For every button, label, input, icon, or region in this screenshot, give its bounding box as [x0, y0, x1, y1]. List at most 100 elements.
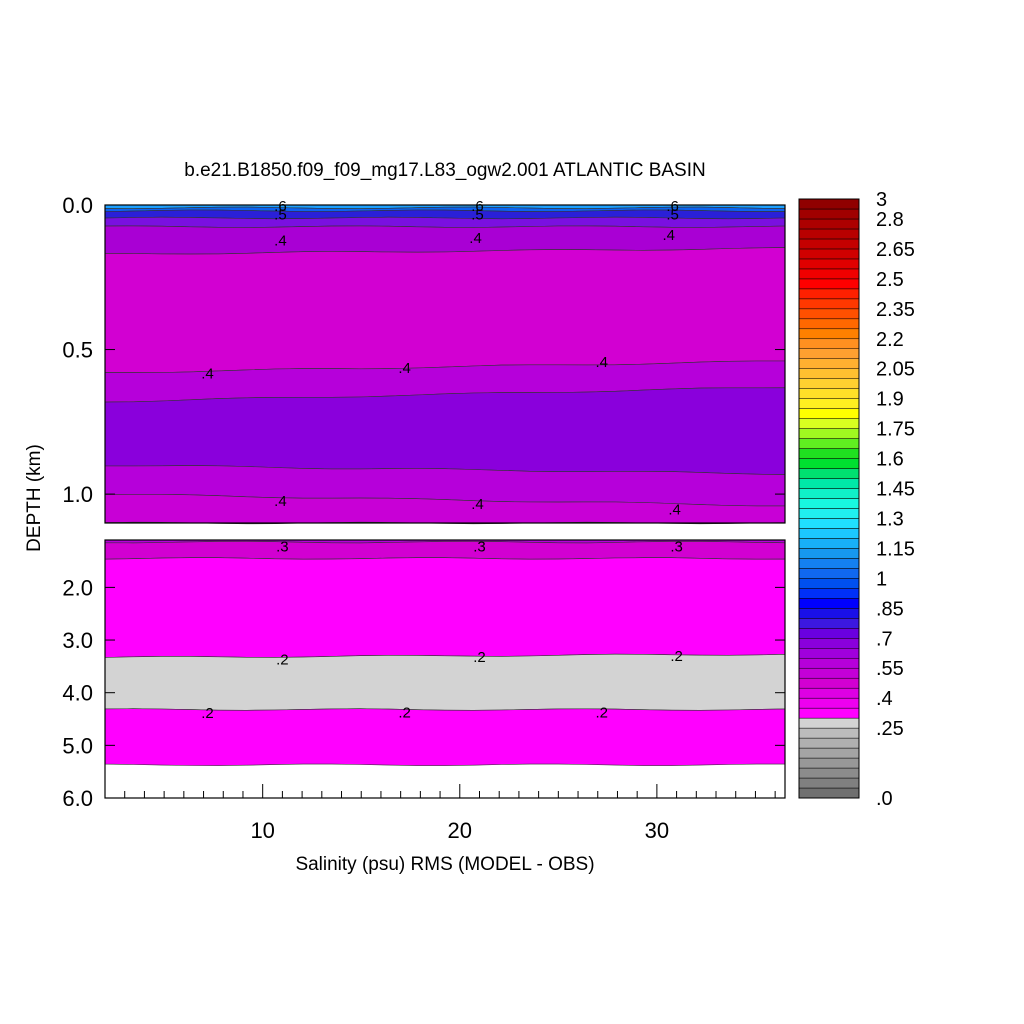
- contour-band: [104, 557, 786, 658]
- contour-label: .6: [666, 198, 679, 215]
- contour-label: .2: [398, 705, 411, 722]
- contour-label: .2: [201, 705, 214, 722]
- contour-label: .5: [666, 207, 679, 224]
- colorbar-swatch: [798, 418, 860, 429]
- colorbar-swatch: [798, 568, 860, 579]
- contour-label: .4: [274, 233, 287, 250]
- colorbar-swatch: [798, 767, 860, 779]
- colorbar-swatch: [798, 638, 860, 649]
- panel-frame: [104, 204, 786, 524]
- colorbar-frame: [798, 198, 860, 799]
- contour-label: .2: [276, 651, 289, 668]
- colorbar-swatch: [798, 757, 860, 769]
- colorbar-label: 1.75: [876, 419, 915, 441]
- colorbar-swatch: [798, 328, 860, 340]
- colorbar-label: 1.6: [876, 449, 904, 471]
- colorbar-swatch: [798, 318, 860, 330]
- colorbar-label: 1.3: [876, 508, 904, 530]
- colorbar-swatch: [798, 578, 860, 589]
- colorbar-swatch: [798, 677, 860, 689]
- colorbar-swatch: [798, 438, 860, 449]
- contour-label: .4: [398, 360, 411, 377]
- panel-frame: [104, 539, 786, 799]
- contour-label: .3: [473, 538, 486, 555]
- x-axis: 10 20 30: [124, 784, 776, 843]
- contour-label: .4: [595, 354, 608, 371]
- contour-label: .6: [274, 198, 287, 215]
- colorbar-swatch: [798, 667, 860, 679]
- colorbar-swatch: [798, 218, 860, 230]
- colorbar-label: .55: [876, 658, 904, 680]
- contour-band: [104, 387, 786, 475]
- x-axis-label: Salinity (psu) RMS (MODEL - OBS): [295, 854, 594, 875]
- colorbar-label: 1: [876, 568, 887, 590]
- contour-label: .4: [201, 366, 214, 383]
- colorbar-swatch: [798, 258, 860, 270]
- colorbar-swatch: [798, 468, 860, 479]
- colorbar-label: 2.8: [876, 209, 904, 231]
- contour-label: .3: [276, 538, 289, 555]
- contour-band: [104, 216, 786, 228]
- colorbar-swatch: [798, 548, 860, 559]
- colorbar-swatch: [798, 657, 860, 669]
- colorbar-swatch: [798, 747, 860, 759]
- colorbar-label: 2.65: [876, 239, 915, 261]
- colorbar-swatch: [798, 717, 860, 729]
- colorbar-swatch: [798, 727, 860, 739]
- colorbar-swatch: [798, 508, 860, 519]
- colorbar-swatch: [798, 278, 860, 290]
- colorbar-label: 2.05: [876, 359, 915, 381]
- colorbar-swatch: [798, 687, 860, 699]
- colorbar-swatch: [798, 538, 860, 549]
- x-tick-label: 10: [250, 818, 274, 843]
- colorbar-swatch: [798, 518, 860, 529]
- colorbar-swatch: [798, 588, 860, 599]
- colorbar-swatch: [798, 408, 860, 419]
- colorbar-label: .25: [876, 718, 904, 740]
- contour-label: .4: [469, 230, 482, 247]
- colorbar-swatch: [798, 648, 860, 659]
- colorbar-swatch: [798, 308, 860, 320]
- y-tick-label: 3.0: [62, 628, 93, 653]
- y-tick-label: 4.0: [62, 681, 93, 706]
- colorbar-swatch: [798, 388, 860, 399]
- colorbar-label: .85: [876, 598, 904, 620]
- colorbar-swatch: [798, 707, 860, 719]
- colorbar-label: 3: [876, 189, 887, 211]
- colorbar-swatch: [798, 348, 860, 359]
- colorbar-swatch: [798, 478, 860, 489]
- colorbar-swatch: [798, 787, 860, 799]
- colorbar-swatch: [798, 458, 860, 469]
- contour-label: .4: [274, 493, 287, 510]
- lower-panel: .3 .3 .3 .2 .2 .2 .2 .2 .2 2.0 3.0 4.0 5.0 6.0: [62, 538, 786, 811]
- y-tick-label: 2.0: [62, 575, 93, 600]
- y-tick-label: 0.5: [62, 338, 93, 363]
- y-axis-label: DEPTH (km): [24, 444, 45, 552]
- contour-label: .4: [662, 227, 675, 244]
- contour-label: .3: [670, 538, 683, 555]
- colorbar-label: 2.2: [876, 329, 904, 351]
- colorbar-swatch: [798, 608, 860, 619]
- colorbar-label: .4: [876, 688, 893, 710]
- colorbar-label: .0: [876, 788, 893, 810]
- contour-label: .2: [595, 705, 608, 722]
- colorbar-swatch: [798, 198, 860, 210]
- y-tick-label: 5.0: [62, 733, 93, 758]
- colorbar: .0 .25 .4 .55 .7 .85 1 1.15 1.3 1.45 1.6 1.75 1.9 2.0…: [798, 189, 915, 810]
- colorbar-swatch: [798, 398, 860, 409]
- colorbar-label: .7: [876, 628, 893, 650]
- colorbar-swatch: [798, 208, 860, 220]
- contour-label: .2: [473, 649, 486, 666]
- colorbar-swatch: [798, 488, 860, 499]
- colorbar-swatch: [798, 338, 860, 349]
- y-tick-label: 1.0: [62, 482, 93, 507]
- contour-band: [104, 540, 786, 560]
- contour-label: .4: [668, 502, 681, 519]
- colorbar-swatch: [798, 248, 860, 260]
- colorbar-swatch: [798, 238, 860, 250]
- colorbar-swatch: [798, 228, 860, 240]
- contour-label: .2: [670, 648, 683, 665]
- colorbar-swatch: [798, 428, 860, 439]
- colorbar-swatch: [798, 498, 860, 509]
